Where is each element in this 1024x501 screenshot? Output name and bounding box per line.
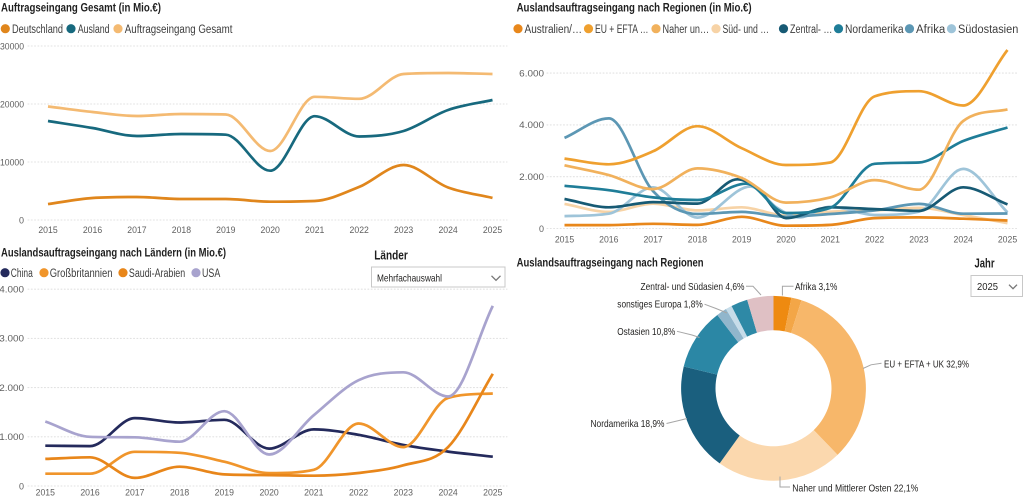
- svg-text:Auslandsauftragseingang nach L: Auslandsauftragseingang nach Ländern (in…: [1, 245, 226, 259]
- svg-text:2020: 2020: [259, 488, 278, 498]
- svg-text:2020: 2020: [261, 225, 280, 235]
- svg-text:2018: 2018: [688, 234, 707, 244]
- svg-text:0: 0: [19, 215, 24, 225]
- svg-text:2016: 2016: [83, 225, 102, 235]
- svg-text:2024: 2024: [954, 234, 973, 244]
- svg-text:Süd- und …: Süd- und …: [723, 24, 770, 36]
- svg-text:2018: 2018: [172, 225, 191, 235]
- svg-text:2017: 2017: [643, 234, 662, 244]
- svg-text:2021: 2021: [821, 234, 840, 244]
- svg-text:2022: 2022: [349, 488, 368, 498]
- svg-text:2024: 2024: [438, 225, 457, 235]
- svg-text:2016: 2016: [80, 488, 99, 498]
- svg-text:2020: 2020: [776, 234, 795, 244]
- svg-text:2017: 2017: [125, 488, 144, 498]
- svg-text:Australien/…: Australien/…: [525, 24, 583, 36]
- svg-text:2015: 2015: [36, 488, 55, 498]
- svg-text:2.000: 2.000: [0, 383, 24, 393]
- svg-text:2025: 2025: [998, 234, 1017, 244]
- svg-text:Auftragseingang Gesamt: Auftragseingang Gesamt: [125, 24, 233, 36]
- svg-text:Auslandsauftragseingang nach R: Auslandsauftragseingang nach Regionen: [517, 255, 704, 269]
- svg-text:Länder: Länder: [374, 249, 408, 263]
- svg-text:2023: 2023: [394, 225, 413, 235]
- svg-text:2021: 2021: [305, 225, 324, 235]
- svg-text:Saudi-Arabien: Saudi-Arabien: [129, 268, 185, 280]
- svg-text:20000: 20000: [0, 99, 24, 109]
- svg-text:EU + EFTA …: EU + EFTA …: [595, 24, 649, 36]
- svg-text:Naher un…: Naher un…: [663, 24, 710, 36]
- svg-text:4.000: 4.000: [0, 285, 24, 295]
- svg-text:2023: 2023: [394, 488, 413, 498]
- svg-text:2022: 2022: [350, 225, 369, 235]
- svg-text:2025: 2025: [977, 281, 998, 293]
- svg-text:Ostasien 10,8%: Ostasien 10,8%: [617, 326, 675, 338]
- svg-text:2019: 2019: [732, 234, 751, 244]
- svg-text:China: China: [11, 268, 33, 280]
- svg-text:Auslandsauftragseingang nach R: Auslandsauftragseingang nach Regionen (i…: [517, 0, 752, 14]
- svg-text:Zentral- und Südasien 4,6%: Zentral- und Südasien 4,6%: [641, 281, 745, 293]
- svg-text:10000: 10000: [0, 157, 24, 167]
- svg-text:USA: USA: [202, 268, 221, 280]
- svg-text:Ausland: Ausland: [78, 24, 110, 36]
- svg-text:Auftragseingang Gesamt (in Mio: Auftragseingang Gesamt (in Mio.€): [1, 0, 161, 14]
- svg-text:Zentral- …: Zentral- …: [790, 24, 832, 36]
- svg-text:2023: 2023: [909, 234, 928, 244]
- svg-text:Großbritannien: Großbritannien: [50, 268, 113, 280]
- svg-text:0: 0: [539, 224, 544, 234]
- svg-text:2025: 2025: [483, 225, 502, 235]
- svg-text:Deutschland: Deutschland: [12, 24, 63, 36]
- svg-text:0: 0: [19, 481, 24, 491]
- svg-text:2019: 2019: [215, 488, 234, 498]
- svg-text:EU + EFTA + UK 32,9%: EU + EFTA + UK 32,9%: [884, 359, 969, 371]
- svg-text:Naher und Mittlerer Osten 22,1: Naher und Mittlerer Osten 22,1%: [792, 483, 918, 495]
- svg-text:30000: 30000: [0, 41, 24, 51]
- svg-text:2015: 2015: [38, 225, 57, 235]
- svg-text:2022: 2022: [865, 234, 884, 244]
- svg-text:6.000: 6.000: [519, 68, 544, 78]
- svg-text:2018: 2018: [170, 488, 189, 498]
- svg-text:3.000: 3.000: [0, 334, 24, 344]
- svg-text:2019: 2019: [216, 225, 235, 235]
- svg-text:Jahr: Jahr: [975, 256, 995, 270]
- svg-text:1.000: 1.000: [0, 432, 24, 442]
- svg-text:Nordamerika 18,9%: Nordamerika 18,9%: [591, 418, 665, 430]
- svg-text:4.000: 4.000: [519, 120, 544, 130]
- svg-text:2021: 2021: [304, 488, 323, 498]
- svg-text:sonstiges Europa 1,8%: sonstiges Europa 1,8%: [617, 299, 702, 311]
- svg-text:2.000: 2.000: [519, 172, 544, 182]
- svg-text:Nordamerika: Nordamerika: [845, 24, 904, 36]
- svg-text:2025: 2025: [483, 488, 502, 498]
- svg-text:2015: 2015: [555, 234, 574, 244]
- svg-text:2017: 2017: [127, 225, 146, 235]
- svg-text:Afrika: Afrika: [916, 24, 946, 36]
- svg-text:Afrika 3,1%: Afrika 3,1%: [795, 281, 837, 293]
- svg-text:2016: 2016: [599, 234, 618, 244]
- svg-text:Mehrfachauswahl: Mehrfachauswahl: [377, 272, 442, 284]
- svg-text:Südostasien: Südostasien: [958, 24, 1018, 36]
- svg-text:2024: 2024: [438, 488, 457, 498]
